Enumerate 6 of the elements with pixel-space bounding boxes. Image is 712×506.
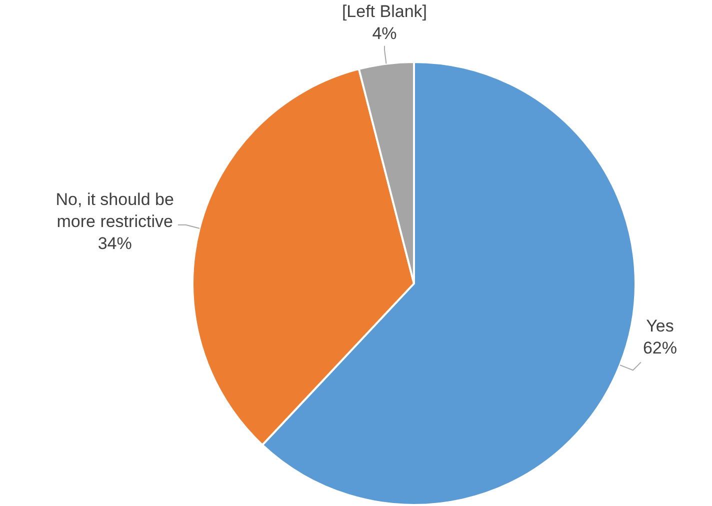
slice-label: [Left Blank] (342, 2, 428, 22)
data-label: 4% (372, 24, 397, 44)
slice-label: No, it should be more restrictive (56, 190, 174, 232)
slice-label: Yes (646, 316, 674, 336)
data-label: 34% (98, 234, 132, 254)
data-label: 62% (642, 338, 677, 358)
